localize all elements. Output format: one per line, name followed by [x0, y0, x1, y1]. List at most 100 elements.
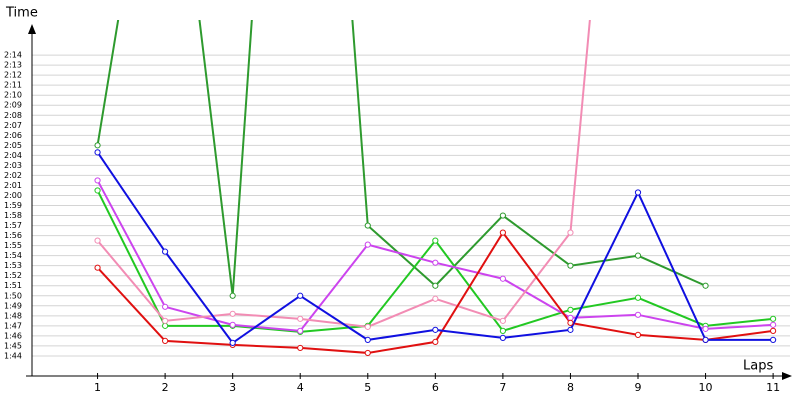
point — [634, 252, 642, 259]
point — [297, 315, 304, 322]
y-tick-label: 1:52 — [4, 271, 22, 280]
x-tick-label: 1 — [94, 381, 101, 394]
point — [94, 187, 101, 194]
point — [567, 262, 574, 269]
y-tick-label: 1:47 — [4, 321, 22, 330]
y-tick-label: 1:53 — [4, 261, 22, 270]
y-tick-label: 2:10 — [4, 91, 22, 100]
point — [297, 344, 304, 352]
y-tick-label: 2:02 — [4, 171, 22, 180]
y-axis-arrow — [28, 24, 36, 34]
point — [94, 237, 101, 244]
point — [364, 349, 371, 357]
point — [567, 319, 574, 326]
point — [432, 295, 439, 302]
point — [702, 325, 709, 332]
point — [567, 314, 574, 321]
y-tick-label: 2:08 — [4, 111, 22, 120]
point — [162, 303, 169, 310]
point — [432, 282, 439, 289]
y-tick-label: 1:58 — [4, 211, 22, 220]
point — [297, 327, 304, 334]
y-tick-label: 2:05 — [4, 141, 22, 150]
y-tick-label: 2:04 — [4, 151, 22, 160]
y-tick-label: 2:13 — [4, 61, 22, 70]
point — [94, 142, 101, 149]
y-tick-label: 2:06 — [4, 131, 22, 140]
point — [499, 229, 506, 236]
point — [94, 149, 101, 156]
x-tick-label: 6 — [432, 381, 439, 394]
point — [162, 248, 169, 255]
y-tick-label: 1:50 — [4, 291, 22, 300]
x-tick-label: 10 — [699, 381, 713, 394]
point — [364, 336, 371, 343]
point — [297, 292, 304, 299]
point — [364, 241, 371, 248]
y-tick-label: 2:12 — [4, 71, 22, 80]
point — [567, 326, 574, 333]
point — [499, 334, 506, 341]
point — [770, 336, 777, 343]
x-axis-label: Laps — [743, 359, 773, 374]
x-tick-label: 5 — [364, 381, 371, 394]
y-tick-label: 2:00 — [4, 191, 22, 200]
y-axis-label: Time — [5, 6, 38, 21]
point — [770, 327, 777, 334]
point — [567, 229, 574, 236]
x-tick-label: 8 — [567, 381, 574, 394]
y-tick-label: 1:51 — [4, 281, 22, 290]
y-tick-label: 2:03 — [4, 161, 22, 170]
point — [229, 310, 236, 317]
point — [94, 177, 101, 184]
point — [499, 317, 506, 324]
point — [162, 337, 169, 344]
x-tick-label: 4 — [297, 381, 304, 394]
point — [634, 189, 642, 196]
point — [770, 315, 777, 322]
x-axis-arrow — [782, 372, 792, 380]
point — [229, 321, 236, 328]
point — [432, 237, 439, 244]
y-tick-label: 1:57 — [4, 221, 22, 230]
y-tick-label: 2:07 — [4, 121, 22, 130]
point — [162, 317, 169, 324]
point — [364, 323, 371, 330]
point — [162, 322, 169, 329]
y-tick-label: 1:45 — [4, 341, 22, 350]
point — [634, 294, 642, 301]
x-tick-label: 9 — [635, 381, 642, 394]
x-tick-label: 3 — [229, 381, 236, 394]
y-tick-label: 1:49 — [4, 301, 22, 310]
y-tick-label: 2:14 — [4, 51, 22, 60]
y-tick-label: 1:56 — [4, 231, 22, 240]
point — [634, 331, 642, 338]
point — [499, 327, 506, 334]
point — [770, 321, 777, 328]
point — [432, 326, 439, 333]
point — [432, 338, 439, 346]
point — [94, 264, 101, 271]
point — [229, 292, 236, 299]
y-tick-label: 2:01 — [4, 181, 22, 190]
point — [229, 339, 236, 347]
point — [567, 306, 574, 313]
y-tick-label: 2:09 — [4, 101, 22, 110]
y-tick-label: 1:54 — [4, 251, 22, 260]
point — [499, 212, 506, 219]
y-tick-label: 2:11 — [4, 81, 22, 90]
point — [364, 222, 371, 229]
point — [702, 282, 709, 289]
point — [634, 311, 642, 318]
point — [432, 259, 439, 266]
x-tick-label: 11 — [766, 381, 780, 394]
y-tick-label: 1:46 — [4, 331, 22, 340]
y-tick-label: 1:48 — [4, 311, 22, 320]
point — [702, 336, 709, 343]
y-tick-label: 1:44 — [4, 351, 22, 360]
point — [499, 275, 506, 282]
y-tick-label: 1:59 — [4, 201, 22, 210]
x-tick-label: 2 — [162, 381, 169, 394]
